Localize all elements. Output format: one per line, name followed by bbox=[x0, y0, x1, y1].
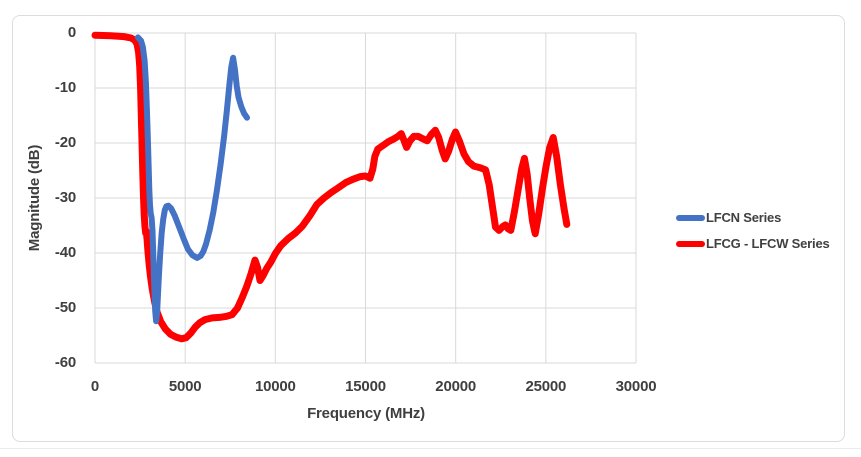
x-tick-label: 30000 bbox=[615, 378, 657, 395]
x-tick-label: 5000 bbox=[168, 378, 202, 395]
x-tick-label: 15000 bbox=[345, 378, 386, 395]
lfcn-series-line bbox=[134, 34, 250, 325]
x-tick-label: 0 bbox=[90, 378, 100, 395]
legend-label-lfcn-series: LFCN Series bbox=[706, 210, 782, 225]
x-tick-label: 20000 bbox=[435, 378, 477, 395]
legend: LFCN Series LFCG - LFCW Series bbox=[676, 209, 830, 261]
lfcg-lfcw-series-line bbox=[91, 31, 571, 343]
legend-item-lfcn-series[interactable]: LFCN Series bbox=[676, 209, 830, 226]
x-tick-label: 10000 bbox=[254, 378, 296, 395]
page-divider bbox=[0, 448, 861, 449]
x-axis-title: Frequency (MHz) bbox=[307, 405, 425, 422]
x-tick-label: 25000 bbox=[525, 378, 567, 395]
lfcg-lfcw-series-line-swatch bbox=[676, 240, 705, 247]
y-tick-label: -50 bbox=[54, 299, 76, 316]
y-tick-label: -30 bbox=[54, 189, 76, 206]
y-tick-label: -60 bbox=[54, 354, 76, 371]
y-tick-label: -40 bbox=[54, 244, 76, 261]
y-tick-label: -20 bbox=[54, 134, 76, 151]
y-tick-label: 0 bbox=[67, 24, 76, 41]
y-tick-label: -10 bbox=[54, 79, 76, 96]
legend-item-lfcg-lfcw-series[interactable]: LFCG - LFCW Series bbox=[676, 235, 830, 252]
lfcn-series-line-swatch bbox=[676, 214, 705, 221]
legend-label-lfcg-lfcw-series: LFCG - LFCW Series bbox=[706, 236, 830, 251]
